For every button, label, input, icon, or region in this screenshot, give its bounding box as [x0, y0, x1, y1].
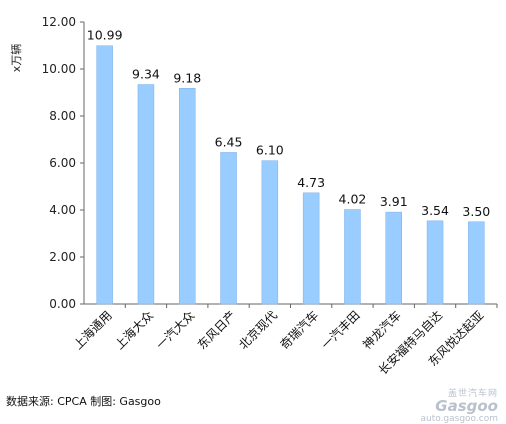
chart-bars — [96, 45, 485, 305]
data-label: 4.02 — [339, 192, 367, 207]
y-tick-label: 6.00 — [49, 156, 76, 170]
data-label: 10.99 — [87, 28, 123, 43]
bar — [220, 152, 237, 305]
watermark-cn: 盖世汽车网 — [447, 389, 498, 399]
data-label: 6.10 — [256, 143, 284, 158]
y-tick-label: 12.00 — [42, 15, 76, 29]
data-label: 9.18 — [173, 70, 201, 85]
data-label: 3.54 — [421, 203, 449, 218]
x-tick-label: 一汽丰田 — [318, 308, 363, 353]
data-label: 3.50 — [462, 204, 490, 219]
bar — [96, 45, 113, 305]
data-label: 4.73 — [297, 175, 325, 190]
bar — [344, 209, 361, 305]
x-tick-label: 一汽大众 — [153, 308, 198, 353]
x-tick-label: 上海通用 — [70, 308, 115, 353]
y-tick-label: 10.00 — [42, 62, 76, 76]
y-tick-label: 4.00 — [49, 203, 76, 217]
bar — [468, 221, 485, 305]
bar — [261, 160, 279, 305]
watermark: 盖世汽车网 Gasgoo auto.gasgoo.com — [420, 386, 498, 424]
x-tick-label: 奇瑞汽车 — [277, 308, 322, 353]
y-axis-label: x万辆 — [9, 44, 23, 73]
bar — [385, 211, 402, 305]
chart-data-labels: 10.99 9.34 9.18 6.45 6.10 4.73 4.02 3.91 3.54 3.5… — [87, 28, 491, 219]
chart-x-tick-labels: 上海通用上海大众一汽大众东风日产北京现代奇瑞汽车一汽丰田神龙汽车长安福特马自达东… — [70, 308, 486, 378]
bar — [137, 84, 155, 305]
data-label: 6.45 — [215, 134, 243, 149]
data-label: 3.91 — [380, 194, 408, 209]
x-tick-label: 北京现代 — [236, 308, 280, 352]
data-label: 9.34 — [132, 67, 160, 82]
y-tick-label: 8.00 — [49, 109, 76, 123]
x-tick-label: 上海大众 — [112, 308, 157, 353]
y-tick-label: 2.00 — [49, 250, 76, 264]
watermark-logo: Gasgoo — [435, 397, 498, 415]
watermark-url: auto.gasgoo.com — [420, 414, 498, 424]
bar — [302, 192, 320, 305]
bar — [426, 220, 444, 305]
source-note: 数据来源: CPCA 制图: Gasgoo — [6, 395, 161, 408]
y-tick-label: 0.00 — [49, 297, 76, 311]
bar — [179, 88, 196, 305]
x-tick-label: 东风日产 — [195, 308, 239, 352]
